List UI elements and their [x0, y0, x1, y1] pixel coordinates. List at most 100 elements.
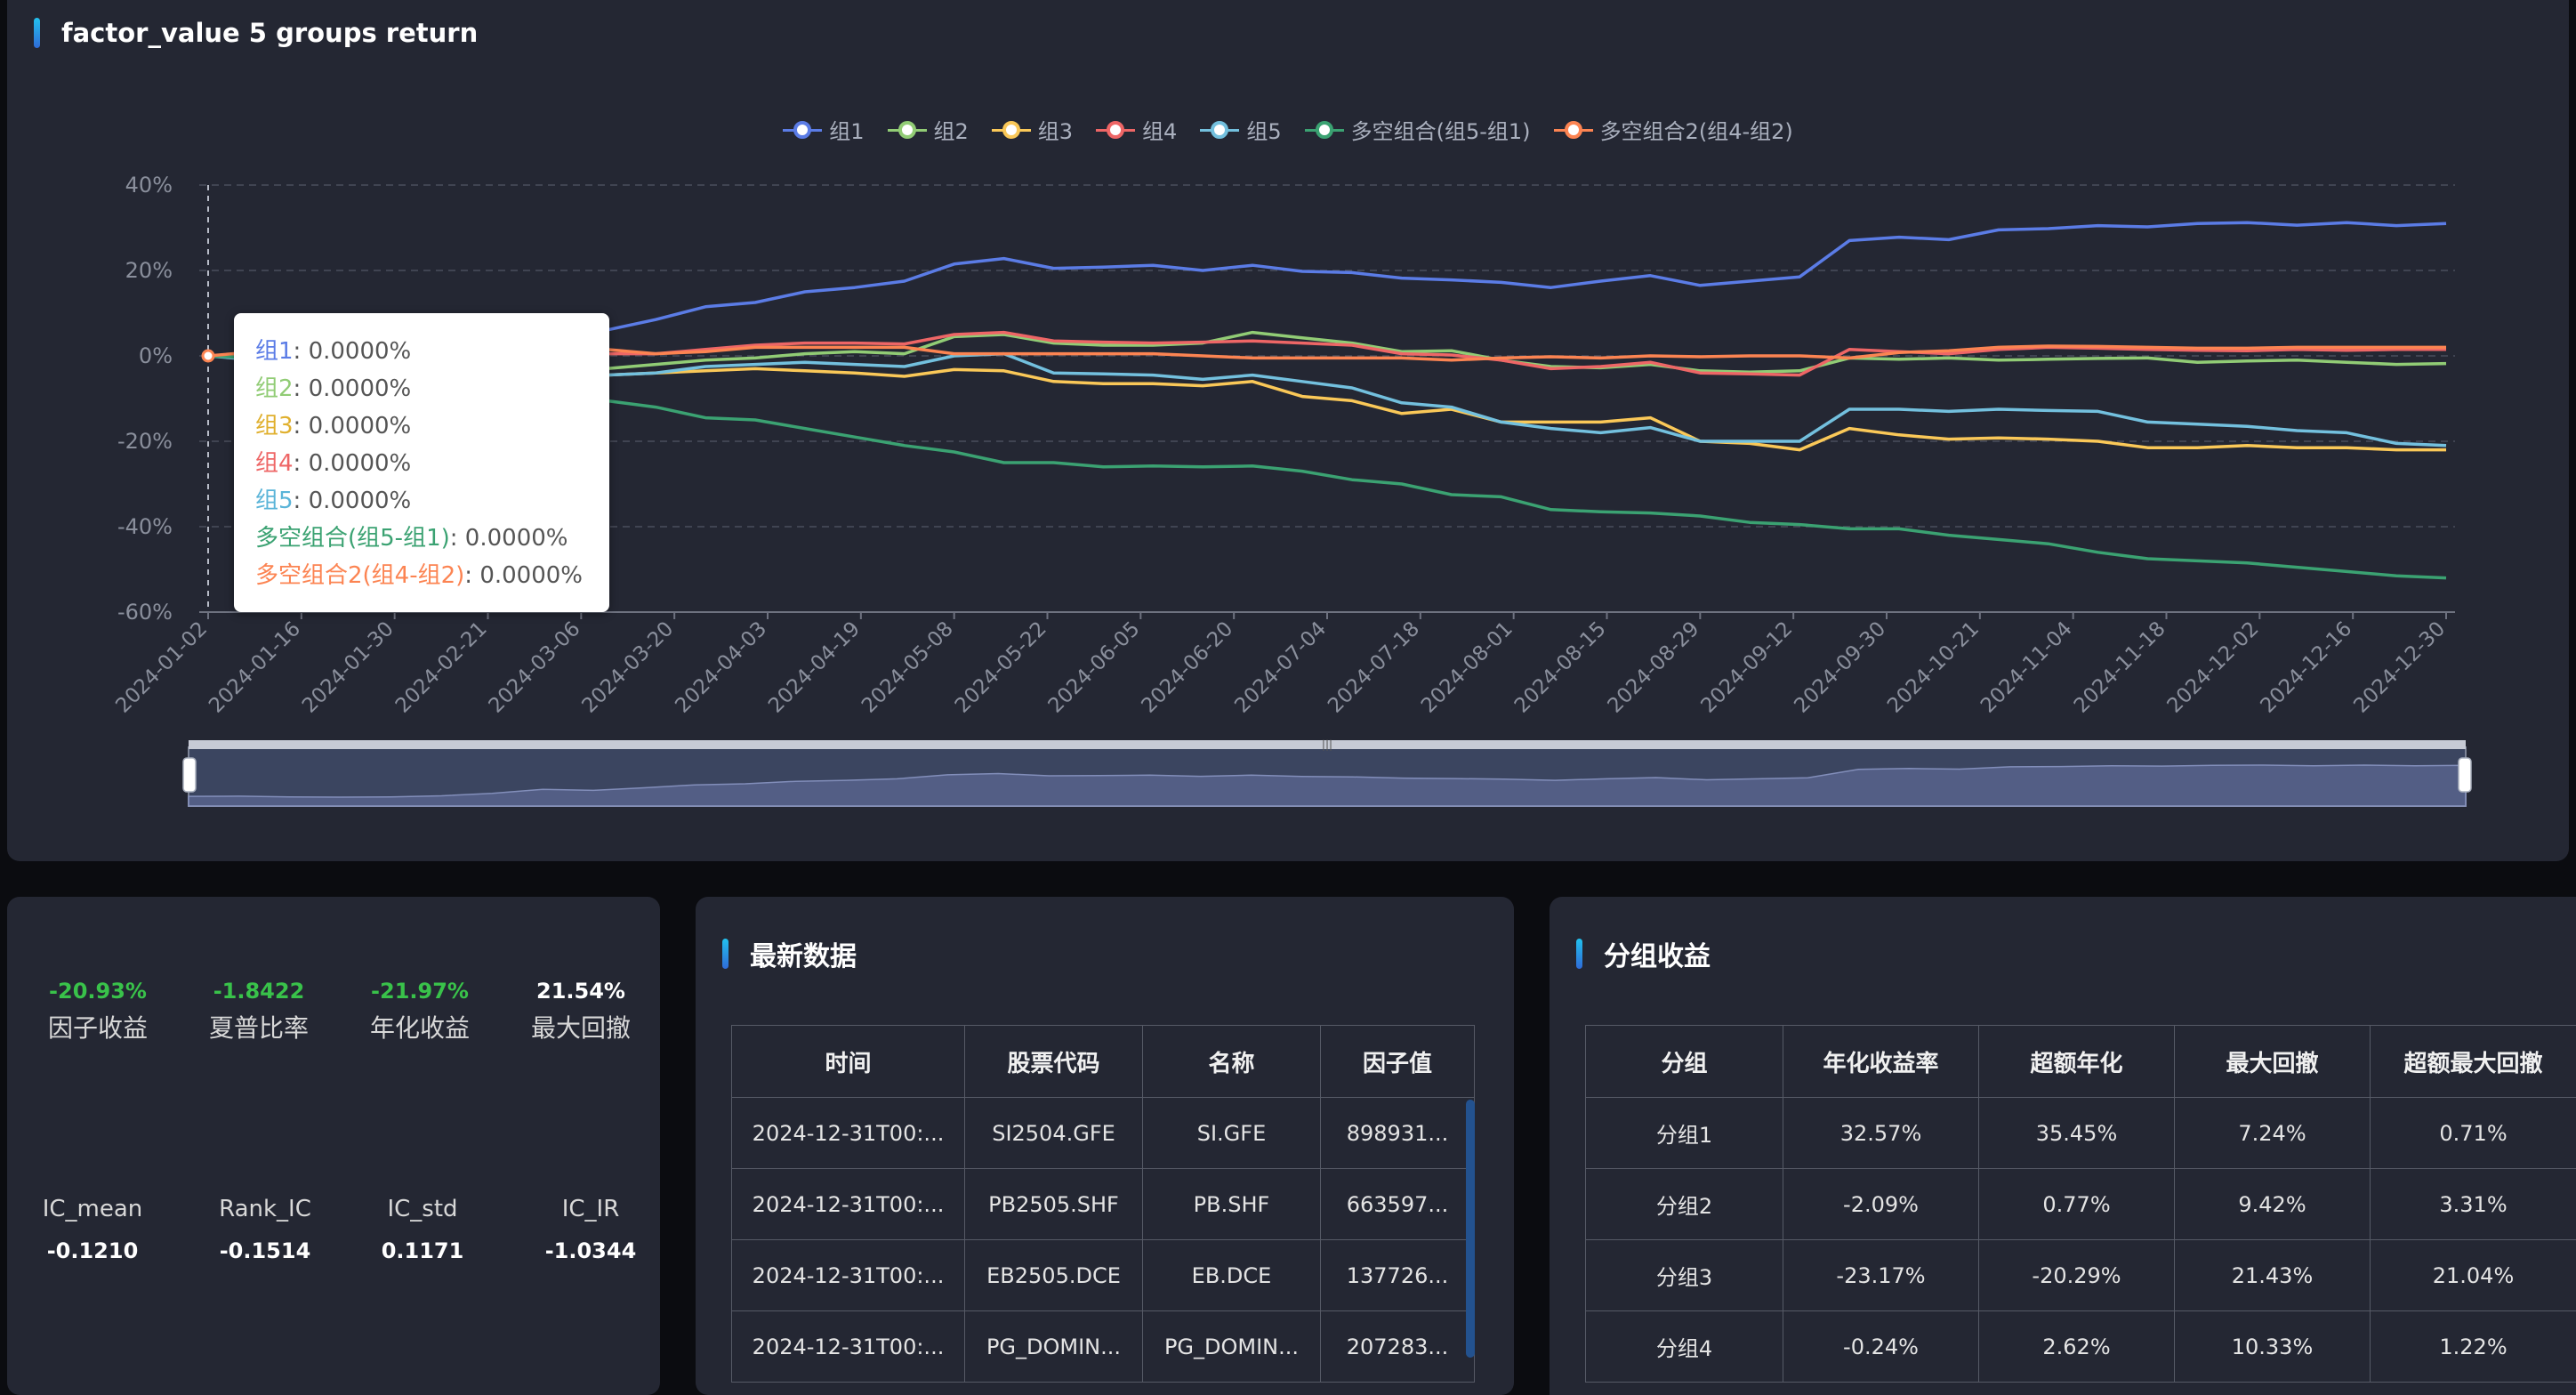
table-row[interactable]: 2024-12-31T00:... SI2504.GFE SI.GFE 8989…	[732, 1098, 1475, 1169]
table-cell: 35.45%	[1979, 1098, 2175, 1169]
x-tick-label: 2024-11-04	[1976, 617, 2077, 718]
stat-factor-return: -20.93% 因子收益	[18, 979, 178, 1044]
tooltip-series-name: 组3	[255, 413, 294, 439]
zoom-handle-right[interactable]	[2459, 758, 2471, 792]
table-cell: -20.29%	[1979, 1240, 2175, 1311]
column-header-excess-max-drawdown[interactable]: 超额最大回撤	[2371, 1026, 2576, 1098]
table-row[interactable]: 分组2 -2.09% 0.77% 9.42% 3.31%	[1586, 1169, 2576, 1240]
stat-label: IC_std	[342, 1196, 503, 1222]
tooltip-row: 组5: 0.0000%	[255, 482, 588, 520]
x-tick-label: 2024-12-02	[2163, 617, 2264, 718]
table-cell: 2024-12-31T00:...	[732, 1098, 965, 1169]
x-tick-label: 2024-04-19	[764, 617, 865, 718]
table-cell: 分组1	[1586, 1098, 1783, 1169]
zoom-handle-left[interactable]	[183, 758, 196, 792]
tooltip-row: 组3: 0.0000%	[255, 407, 588, 445]
table-cell: 21.43%	[2175, 1240, 2371, 1311]
column-header-factor-value[interactable]: 因子值	[1321, 1026, 1475, 1098]
x-tick-label: 2024-03-20	[578, 617, 679, 718]
column-header-excess-annual[interactable]: 超额年化	[1979, 1026, 2175, 1098]
tooltip-separator: :	[294, 488, 309, 514]
table-cell: 2024-12-31T00:...	[732, 1240, 965, 1311]
table-row[interactable]: 分组4 -0.24% 2.62% 10.33% 1.22%	[1586, 1311, 2576, 1383]
tooltip-row: 组4: 0.0000%	[255, 445, 588, 482]
group-returns-title: 分组收益	[1576, 934, 1711, 973]
column-header-annual-return[interactable]: 年化收益率	[1783, 1026, 1979, 1098]
x-tick-label: 2024-01-16	[205, 617, 305, 718]
latest-data-title: 最新数据	[722, 934, 857, 973]
y-tick-label: 0%	[139, 343, 173, 368]
x-tick-label: 2024-07-04	[1230, 617, 1331, 718]
tooltip-separator: :	[464, 562, 479, 589]
tooltip-series-name: 组5	[255, 488, 294, 514]
tooltip-separator: :	[294, 450, 309, 477]
table-cell: PG_DOMIN...	[965, 1311, 1143, 1383]
table-cell: -0.24%	[1783, 1311, 1979, 1383]
tooltip-value: 0.0000%	[309, 375, 412, 402]
tooltip-separator: :	[294, 413, 309, 439]
title-accent-bar	[722, 939, 729, 969]
table-cell: PB.SHF	[1143, 1169, 1321, 1240]
tooltip-value: 0.0000%	[465, 525, 568, 552]
stat-label: 年化收益	[340, 1009, 500, 1044]
table-cell: 2.62%	[1979, 1311, 2175, 1383]
y-tick-label: 40%	[125, 173, 173, 198]
title-accent-bar	[1576, 939, 1582, 969]
table-cell: 分组3	[1586, 1240, 1783, 1311]
x-tick-label: 2024-07-18	[1324, 617, 1424, 718]
x-tick-label: 2024-09-12	[1697, 617, 1798, 718]
highlight-point	[203, 351, 213, 361]
tooltip-value: 0.0000%	[309, 450, 412, 477]
table-cell: 2024-12-31T00:...	[732, 1311, 965, 1383]
stat-value: -0.1210	[12, 1238, 173, 1263]
group-returns-title-text: 分组收益	[1604, 934, 1711, 973]
table-cell: 1.22%	[2371, 1311, 2576, 1383]
table-row[interactable]: 分组3 -23.17% -20.29% 21.43% 21.04%	[1586, 1240, 2576, 1311]
table-cell: 663597...	[1321, 1169, 1475, 1240]
column-header-time[interactable]: 时间	[732, 1026, 965, 1098]
column-header-max-drawdown[interactable]: 最大回撤	[2175, 1026, 2371, 1098]
stat-label: IC_IR	[511, 1196, 671, 1222]
latest-data-table: 时间 股票代码 名称 因子值 2024-12-31T00:... SI2504.…	[731, 1025, 1475, 1383]
table-row[interactable]: 2024-12-31T00:... PG_DOMIN... PG_DOMIN..…	[732, 1311, 1475, 1383]
stat-value: -20.93%	[18, 979, 178, 1004]
y-tick-label: -60%	[117, 600, 173, 625]
column-header-code[interactable]: 股票代码	[965, 1026, 1143, 1098]
x-tick-label: 2024-11-18	[2070, 617, 2170, 718]
x-tick-label: 2024-04-03	[671, 617, 771, 718]
stat-value: -21.97%	[340, 979, 500, 1004]
x-tick-label: 2024-08-29	[1604, 617, 1704, 718]
stat-sharpe-ratio: -1.8422 夏普比率	[179, 979, 339, 1044]
zoom-grip-icon[interactable]: |||	[1322, 738, 1332, 751]
tooltip-row: 多空组合2(组4-组2): 0.0000%	[255, 557, 588, 594]
table-row[interactable]: 分组1 32.57% 35.45% 7.24% 0.71%	[1586, 1098, 2576, 1169]
table-scrollbar[interactable]	[1466, 1100, 1475, 1358]
stat-value: 0.1171	[342, 1238, 503, 1263]
tooltip-series-name: 组4	[255, 450, 294, 477]
stat-ic-std: IC_std 0.1171	[342, 1190, 503, 1263]
x-tick-label: 2024-02-21	[391, 617, 492, 718]
table-cell: EB2505.DCE	[965, 1240, 1143, 1311]
latest-data-panel: 最新数据 时间 股票代码 名称 因子值 2024-12-31T00:... SI…	[696, 897, 1514, 1395]
tooltip-series-name: 组2	[255, 375, 294, 402]
x-tick-label: 2024-08-15	[1510, 617, 1611, 718]
tooltip-row: 组2: 0.0000%	[255, 370, 588, 407]
table-cell: 137726...	[1321, 1240, 1475, 1311]
x-tick-label: 2024-03-06	[485, 617, 585, 718]
table-cell: SI2504.GFE	[965, 1098, 1143, 1169]
stat-max-drawdown: 21.54% 最大回撤	[501, 979, 661, 1044]
tooltip-value: 0.0000%	[479, 562, 583, 589]
table-cell: 10.33%	[2175, 1311, 2371, 1383]
table-cell: 898931...	[1321, 1098, 1475, 1169]
stat-label: 夏普比率	[179, 1009, 339, 1044]
stats-panel: -20.93% 因子收益 -1.8422 夏普比率 -21.97% 年化收益 2…	[7, 897, 660, 1395]
table-cell: PB2505.SHF	[965, 1169, 1143, 1240]
x-tick-label: 2024-12-16	[2257, 617, 2357, 718]
tooltip-row: 多空组合(组5-组1): 0.0000%	[255, 520, 588, 557]
column-header-name[interactable]: 名称	[1143, 1026, 1321, 1098]
table-cell: 0.77%	[1979, 1169, 2175, 1240]
table-row[interactable]: 2024-12-31T00:... PB2505.SHF PB.SHF 6635…	[732, 1169, 1475, 1240]
table-row[interactable]: 2024-12-31T00:... EB2505.DCE EB.DCE 1377…	[732, 1240, 1475, 1311]
column-header-group[interactable]: 分组	[1586, 1026, 1783, 1098]
stat-value: -0.1514	[185, 1238, 345, 1263]
